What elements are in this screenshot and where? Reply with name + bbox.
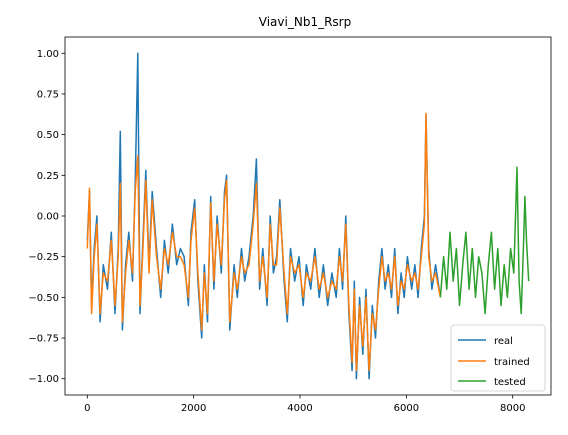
series-line-real xyxy=(86,52,442,380)
y-tick-label: 1.00 xyxy=(37,49,59,60)
y-tick-label: −0.75 xyxy=(28,334,59,345)
series-layer xyxy=(86,52,530,380)
legend-label-trained: trained xyxy=(494,357,530,368)
y-tick-label: 0.00 xyxy=(37,212,59,223)
y-tick-label: 0.75 xyxy=(37,89,59,100)
chart-title: Viavi_Nb1_Rsrp xyxy=(259,15,351,29)
series-line-tested xyxy=(439,166,530,315)
x-tick-label: 8000 xyxy=(500,403,525,414)
legend: real trained tested xyxy=(450,324,546,392)
y-tick-label: −0.25 xyxy=(28,252,59,263)
y-tick-label: −0.50 xyxy=(28,293,59,304)
y-tick-label: 0.50 xyxy=(37,130,59,141)
y-tick-label: 0.25 xyxy=(37,171,59,182)
x-tick-label: 0 xyxy=(84,403,90,414)
x-tick-label: 2000 xyxy=(181,403,206,414)
legend-label-tested: tested xyxy=(494,377,526,388)
legend-box xyxy=(450,324,546,392)
y-tick-label: −1.00 xyxy=(28,374,59,385)
y-axis: 1.00 0.75 0.50 0.25 0.00 −0.25 −0.50 −0.75 −1.00 xyxy=(28,49,65,385)
legend-label-real: real xyxy=(494,336,513,347)
series-line-trained xyxy=(86,112,442,372)
x-tick-label: 6000 xyxy=(394,403,419,414)
x-tick-label: 4000 xyxy=(287,403,312,414)
x-axis: 0 2000 4000 6000 8000 xyxy=(84,395,525,414)
